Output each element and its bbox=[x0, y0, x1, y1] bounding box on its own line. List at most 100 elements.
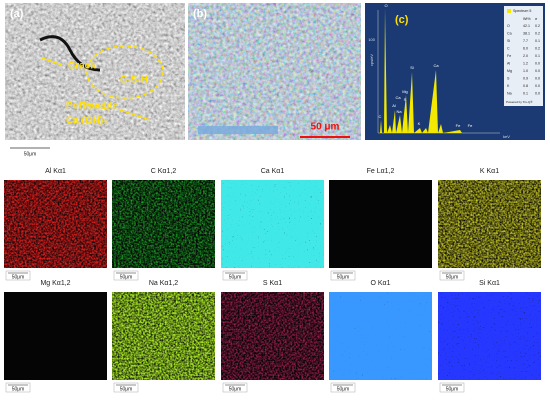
table-cell: Mg bbox=[507, 69, 512, 73]
axis-title: keV bbox=[503, 134, 510, 139]
tick-label: 100 bbox=[368, 37, 375, 42]
scale-label: 50μm bbox=[337, 274, 350, 280]
map-signal bbox=[221, 292, 324, 380]
table-cell: O bbox=[507, 24, 510, 28]
table-cell: 1.0 bbox=[523, 69, 528, 73]
scale-box bbox=[5, 382, 31, 393]
table-cell: 0.1 bbox=[523, 91, 528, 95]
scale-label: 50μm bbox=[446, 274, 459, 280]
panel-label: (c) bbox=[395, 14, 409, 26]
element-map: Al Kα1 50μm bbox=[4, 168, 107, 280]
scale-box bbox=[222, 382, 248, 393]
scale-label: 50μm bbox=[120, 386, 133, 392]
peak-label: K bbox=[418, 121, 421, 126]
table-cell: K bbox=[507, 84, 510, 88]
annotation: C-S-H bbox=[120, 75, 148, 86]
peak-label: Fe bbox=[468, 123, 473, 128]
scale-box bbox=[113, 382, 139, 393]
peak-label: Si bbox=[410, 65, 414, 70]
table-cell: 0.0 bbox=[535, 61, 540, 65]
map-signal bbox=[438, 180, 541, 268]
scale-box bbox=[439, 270, 465, 281]
map-signal bbox=[329, 292, 432, 380]
table-cell: 1.2 bbox=[523, 61, 528, 65]
panel-a: (a) Crack C-S-H Portlandite Ca (OH)₂ 50μ… bbox=[5, 3, 185, 157]
region-outline bbox=[86, 45, 164, 99]
scale-label: 50μm bbox=[12, 386, 25, 392]
peak-label: C bbox=[379, 114, 382, 119]
sem-image bbox=[5, 3, 185, 140]
peak-label: O bbox=[384, 3, 387, 8]
scale-box bbox=[330, 382, 356, 393]
table-cell: 0.0 bbox=[535, 76, 540, 80]
table-cell: S bbox=[507, 76, 510, 80]
panel-label: (a) bbox=[10, 8, 24, 20]
scale-label: 50μm bbox=[120, 274, 133, 280]
element-map: Ca Kα1 50μm bbox=[221, 168, 324, 280]
peak-label: Mg bbox=[402, 89, 408, 94]
table-cell: 38.1 bbox=[523, 31, 530, 35]
overlay bbox=[188, 3, 361, 140]
table-cell: Ca bbox=[507, 31, 512, 35]
table-cell: Fe bbox=[507, 54, 511, 58]
map-signal bbox=[112, 292, 215, 380]
map-signal bbox=[438, 292, 541, 380]
scale-box bbox=[5, 270, 31, 281]
map-signal bbox=[112, 180, 215, 268]
map-title: Si Kα1 bbox=[479, 280, 500, 287]
table-cell: 0.2 bbox=[535, 46, 540, 50]
legend-swatch bbox=[507, 9, 511, 13]
overlay-legend bbox=[198, 126, 278, 134]
annotation: Portlandite bbox=[66, 101, 119, 112]
table-cell: 7.7 bbox=[523, 39, 528, 43]
scale-label: 50μm bbox=[12, 274, 25, 280]
element-map: Na Kα1,2 50μm bbox=[112, 280, 215, 392]
table-cell: 42.1 bbox=[523, 24, 530, 28]
peak-label: S bbox=[404, 97, 407, 102]
peak-label: Na bbox=[396, 109, 402, 114]
table-cell: 0.2 bbox=[535, 24, 540, 28]
map-title: O Kα1 bbox=[371, 280, 391, 287]
scale-label: 50μm bbox=[229, 274, 242, 280]
map-signal bbox=[221, 180, 324, 268]
scale-box bbox=[439, 382, 465, 393]
element-map: S Kα1 50μm bbox=[221, 280, 324, 392]
scale-box bbox=[330, 270, 356, 281]
scale-label: 50μm bbox=[337, 386, 350, 392]
table-cell: C bbox=[507, 46, 510, 50]
map-title: S Kα1 bbox=[263, 280, 282, 287]
annotation: Ca (OH)₂ bbox=[66, 116, 108, 127]
scale-box bbox=[222, 270, 248, 281]
map-title: C Kα1,2 bbox=[151, 168, 177, 175]
table-cell: 2.0 bbox=[523, 54, 528, 58]
legend-title: Spectrum 5 bbox=[513, 9, 531, 13]
table-cell: 0.9 bbox=[523, 76, 528, 80]
table-cell: Si bbox=[507, 39, 510, 43]
table-cell: 0.0 bbox=[535, 84, 540, 88]
crack-shape bbox=[39, 35, 101, 72]
map-title: Fe Lα1,2 bbox=[367, 168, 395, 175]
table-cell: Al bbox=[507, 61, 510, 65]
map-title: K Kα1 bbox=[480, 168, 499, 175]
table-cell: 0.0 bbox=[535, 91, 540, 95]
map-title: Ca Kα1 bbox=[261, 168, 285, 175]
table-cell: 0.1 bbox=[535, 39, 540, 43]
element-map: O Kα1 50μm bbox=[329, 280, 432, 392]
scale-label: 50μm bbox=[229, 386, 242, 392]
element-map: K Kα1 50μm bbox=[438, 168, 541, 280]
element-map: C Kα1,2 50μm bbox=[112, 168, 215, 280]
scale-box bbox=[113, 270, 139, 281]
peak-label: Ca bbox=[395, 95, 401, 100]
map-title: Al Kα1 bbox=[45, 168, 66, 175]
arrows bbox=[41, 57, 151, 121]
annotation: Crack bbox=[68, 61, 96, 72]
table-cell: 6.0 bbox=[523, 46, 528, 50]
axis-title: cps/eV bbox=[369, 54, 374, 67]
table-cell: 0.8 bbox=[523, 84, 528, 88]
element-map: Si Kα1 50μm bbox=[438, 280, 541, 392]
map-signal bbox=[4, 292, 107, 380]
peak-label: Fe bbox=[456, 123, 461, 128]
